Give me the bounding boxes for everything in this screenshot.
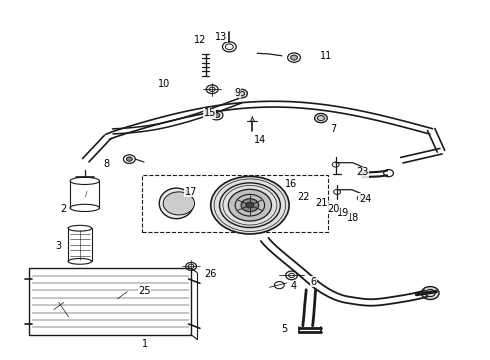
Text: 23: 23 (356, 167, 369, 177)
Ellipse shape (171, 198, 182, 208)
Circle shape (228, 189, 271, 221)
Text: 10: 10 (158, 78, 171, 89)
Circle shape (421, 287, 439, 300)
Text: 20: 20 (327, 204, 340, 214)
Text: 4: 4 (291, 281, 297, 291)
Circle shape (163, 192, 195, 215)
Circle shape (126, 157, 132, 161)
Bar (29, 268, 191, 335)
Circle shape (241, 199, 259, 212)
Text: 21: 21 (315, 198, 327, 208)
Text: 1: 1 (142, 339, 147, 349)
Text: 3: 3 (56, 240, 62, 251)
Circle shape (213, 113, 220, 118)
Text: 14: 14 (254, 135, 266, 145)
Text: 2: 2 (61, 204, 67, 214)
Text: 7: 7 (330, 124, 336, 134)
Circle shape (211, 176, 289, 234)
Text: 12: 12 (194, 35, 206, 45)
Text: 19: 19 (337, 208, 349, 218)
Text: 9: 9 (235, 88, 241, 98)
Text: 8: 8 (104, 159, 110, 169)
Text: 22: 22 (297, 192, 310, 202)
Text: /: / (85, 192, 87, 197)
Circle shape (246, 202, 254, 208)
Circle shape (315, 113, 327, 123)
Circle shape (236, 89, 247, 98)
Text: 24: 24 (359, 194, 371, 204)
Text: 11: 11 (320, 51, 332, 61)
Text: 13: 13 (216, 32, 227, 42)
Text: 5: 5 (281, 324, 287, 334)
Text: 26: 26 (204, 269, 217, 279)
Text: 17: 17 (185, 186, 197, 197)
Text: 18: 18 (346, 213, 359, 223)
Text: 25: 25 (138, 286, 151, 296)
Text: 6: 6 (311, 276, 317, 287)
Ellipse shape (159, 188, 194, 219)
Text: 15: 15 (203, 108, 216, 118)
Circle shape (291, 55, 297, 60)
Text: 16: 16 (285, 179, 297, 189)
